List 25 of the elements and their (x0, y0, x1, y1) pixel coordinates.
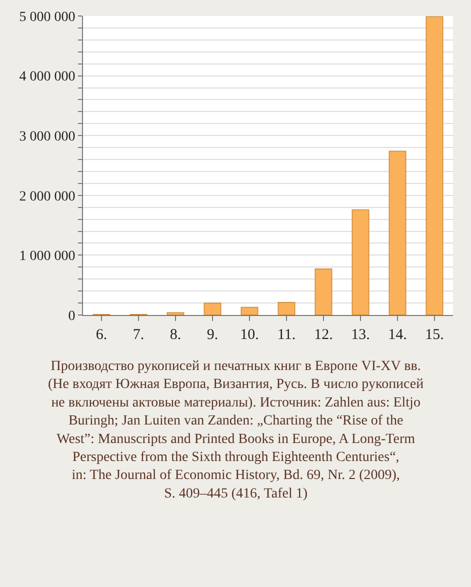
y-tick-label: 0 (68, 308, 76, 324)
y-tick-label: 4 000 000 (19, 70, 76, 85)
x-tick-label: 7. (132, 327, 144, 343)
x-tick-label: 10. (240, 327, 259, 343)
y-tick-label: 5 000 000 (19, 10, 76, 25)
text: Производство рукописей и печатных книг в Европе VI-XV вв. (Не входят Южная Европа, Византия, Русь. В число рукописей не включены актовые материалы). Источник: Zahlen aus: Eltjo Buringh; Jan Luiten van Zanden: „Charting the “Rise of the West”: Manuscripts and Printed Books in Europe, A Long-Term Perspective from the Sixth through Eighteenth Centuries“, in: The Journal of Economic History, Bd. 69, Nr. 2 (2009), S. 409–445 (416, Tafel 1) (48, 359, 424, 502)
bar (352, 209, 370, 315)
y-tick-label: 2 000 000 (19, 189, 76, 204)
x-tick-label: 12. (314, 327, 333, 343)
bar (314, 268, 332, 315)
x-tick-label: 14. (388, 327, 407, 343)
bar (278, 302, 296, 315)
x-tick-label: 13. (351, 327, 370, 343)
x-tick-label: 15. (425, 327, 444, 343)
bar (388, 150, 406, 315)
x-tick-label: 6. (96, 327, 108, 343)
y-tick-label: 1 000 000 (19, 249, 76, 264)
x-tick-label: 11. (277, 327, 296, 343)
bar (204, 302, 222, 315)
x-tick-label: 9. (206, 327, 218, 343)
bar (166, 312, 184, 315)
bar (240, 306, 258, 315)
y-tick-label: 3 000 000 (19, 130, 76, 144)
x-tick-label: 8. (170, 327, 182, 343)
bar (426, 16, 444, 315)
